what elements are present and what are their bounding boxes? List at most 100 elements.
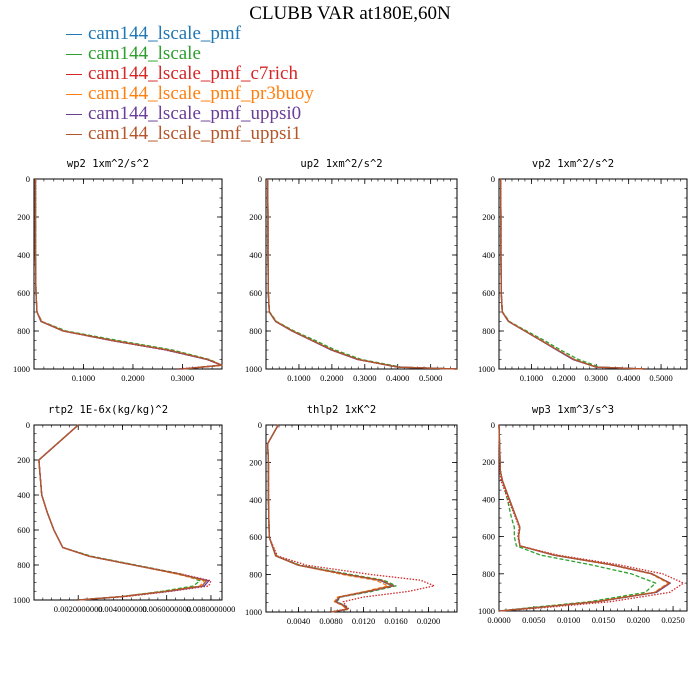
- y-tick-label: 0: [258, 174, 262, 184]
- series-line: [266, 424, 395, 613]
- legend-swatch: [66, 134, 82, 135]
- y-tick-label: 200: [249, 457, 262, 467]
- legend-swatch: [66, 74, 82, 75]
- y-tick-label: 400: [249, 250, 262, 260]
- y-tick-label: 600: [482, 532, 495, 542]
- x-tick-label: 0.3000: [585, 373, 608, 383]
- plot-title: vp2 1xm^2/s^2: [532, 158, 614, 170]
- plot-frame: [498, 424, 688, 612]
- y-tick-label: 400: [17, 250, 30, 260]
- x-tick-label: 0.0100: [557, 615, 580, 625]
- plot-title: rtp2 1E-6x(kg/kg)^2: [48, 404, 168, 416]
- x-tick-label: 0.5000: [649, 373, 672, 383]
- series-line: [34, 179, 223, 370]
- y-tick-label: 200: [17, 212, 30, 222]
- series-line: [498, 424, 671, 612]
- x-tick-label: 0.0250: [661, 615, 684, 625]
- x-tick-label: 0.0120: [352, 616, 375, 626]
- plot-panel: vp2 1xm^2/s^2 0 200 400 600 800 1000 0.1000 0.20…: [478, 158, 688, 383]
- legend-label: cam144_lscale_pmf_uppsi1: [88, 123, 302, 144]
- y-tick-label: 1000: [13, 595, 30, 605]
- y-tick-label: 200: [482, 457, 495, 467]
- legend-label: cam144_lscale: [88, 43, 201, 64]
- y-tick-label: 800: [17, 560, 30, 570]
- series-line: [34, 179, 223, 370]
- plot-panel: wp2 1xm^2/s^2 0 200 400 600 800 1000 0.1000 0.20…: [13, 158, 223, 383]
- plot-frame: [265, 424, 458, 613]
- plot-title: thlp2 1xK^2: [307, 404, 377, 416]
- y-tick-label: 200: [482, 212, 495, 222]
- series-line: [267, 178, 458, 370]
- plot-panel: thlp2 1xK^2 0 200 400 600 800 1000 0.0040 0.0080…: [245, 404, 458, 626]
- y-tick-label: 800: [482, 569, 495, 579]
- x-tick-label: 0.2000: [121, 373, 144, 383]
- x-tick-label: 0.0040000000: [98, 604, 147, 614]
- x-tick-label: 0.0150: [592, 615, 615, 625]
- x-tick-label: 0.5000: [419, 373, 442, 383]
- x-tick-label: 0.0000: [487, 615, 510, 625]
- plot-frame: [33, 178, 223, 370]
- x-tick-label: 0.0060000000: [142, 604, 191, 614]
- y-tick-label: 400: [17, 490, 30, 500]
- y-tick-label: 1000: [245, 607, 262, 617]
- y-tick-label: 800: [249, 570, 262, 580]
- series-line: [498, 424, 669, 612]
- series-line: [38, 424, 208, 601]
- y-tick-label: 1000: [478, 606, 495, 616]
- y-tick-label: 200: [17, 455, 30, 465]
- series-line: [499, 178, 645, 370]
- series-line: [266, 424, 435, 613]
- y-tick-label: 800: [17, 326, 30, 336]
- x-tick-label: 0.2000: [320, 373, 343, 383]
- y-tick-label: 1000: [13, 364, 30, 374]
- legend-swatch: [66, 34, 82, 35]
- x-tick-label: 0.0020000000: [54, 604, 103, 614]
- legend-label: cam144_lscale_pmf: [88, 23, 242, 44]
- series-line: [267, 178, 458, 370]
- x-tick-label: 0.4000: [386, 373, 409, 383]
- plot-panel: rtp2 1E-6x(kg/kg)^2 0 200 400 600 800 1000 0.00…: [13, 404, 235, 614]
- y-tick-label: 1000: [245, 364, 262, 374]
- y-tick-label: 800: [249, 326, 262, 336]
- y-tick-label: 400: [482, 250, 495, 260]
- series-line: [498, 424, 671, 612]
- series-line: [499, 178, 645, 370]
- legend-label: cam144_lscale_pmf_uppsi0: [88, 103, 302, 124]
- y-tick-label: 0: [491, 420, 495, 430]
- series-line: [34, 179, 223, 370]
- series-line: [498, 424, 671, 612]
- x-tick-label: 0.1000: [520, 373, 543, 383]
- x-tick-label: 0.2000: [552, 373, 575, 383]
- series-line: [267, 178, 458, 370]
- series-line: [38, 424, 210, 601]
- x-tick-label: 0.3000: [353, 373, 376, 383]
- legend-swatch: [66, 94, 82, 95]
- figure-title: CLUBB VAR at180E,60N: [249, 3, 451, 24]
- x-tick-label: 0.1000: [72, 373, 95, 383]
- plot-title: wp2 1xm^2/s^2: [67, 158, 149, 170]
- y-tick-label: 0: [26, 174, 30, 184]
- x-tick-label: 0.1000: [287, 373, 310, 383]
- x-tick-label: 0.0080: [319, 616, 342, 626]
- x-tick-label: 0.0080000000: [187, 604, 236, 614]
- legend-swatch: [66, 114, 82, 115]
- legend-label: cam144_lscale_pmf_pr3buoy: [88, 83, 314, 104]
- plot-frame: [33, 424, 223, 601]
- series-line: [267, 178, 458, 370]
- y-tick-label: 600: [17, 288, 30, 298]
- y-tick-label: 600: [249, 532, 262, 542]
- series-line: [267, 178, 458, 370]
- y-tick-label: 0: [258, 420, 262, 430]
- legend-label: cam144_lscale_pmf_c7rich: [88, 63, 298, 84]
- y-tick-label: 800: [482, 326, 495, 336]
- series-line: [38, 424, 212, 601]
- x-tick-label: 0.0200: [627, 615, 650, 625]
- y-tick-label: 0: [491, 174, 495, 184]
- plot-frame: [265, 178, 458, 370]
- series-line: [266, 424, 393, 613]
- plot-title: up2 1xm^2/s^2: [300, 158, 382, 170]
- series-line: [499, 178, 645, 370]
